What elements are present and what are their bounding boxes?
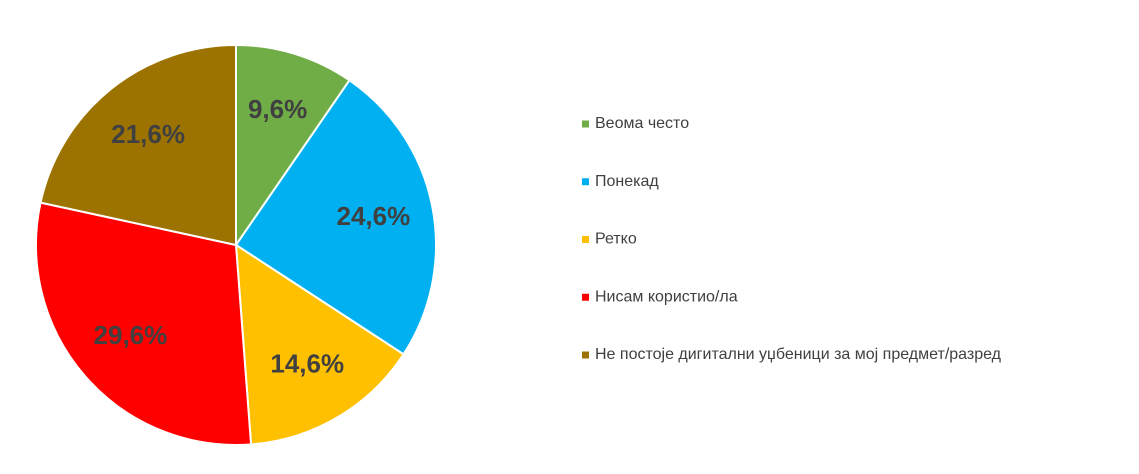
data-label: 24,6% [336,201,410,231]
legend-label: Веома често [595,115,689,132]
data-label: 29,6% [94,320,168,350]
legend-label: Понекад [595,173,659,190]
legend-marker [582,351,589,359]
legend-label: Нисам користио/ла [595,288,738,305]
legend-marker [582,178,589,186]
data-label: 9,6% [248,94,307,124]
legend-label: Не постоје дигитални уџбеници за мој пре… [595,346,1002,363]
legend-marker [582,120,589,128]
legend-marker [582,236,589,243]
legend-marker [582,293,589,301]
data-label: 21,6% [111,119,185,149]
pie-slice [39,43,237,247]
pie-slice [235,43,351,249]
pie-slice [234,78,437,356]
legend-label: Ретко [595,231,637,248]
data-label: 14,6% [270,348,344,378]
pie-slice [35,201,253,446]
pie-slice [234,243,405,446]
